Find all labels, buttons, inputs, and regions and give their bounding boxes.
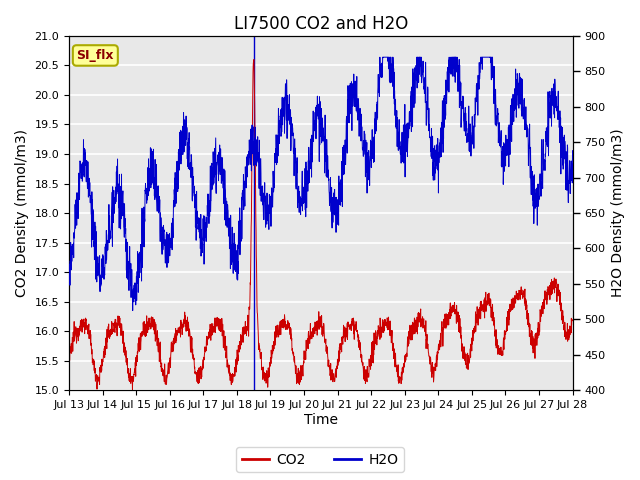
- Text: SI_flx: SI_flx: [77, 49, 114, 62]
- Y-axis label: CO2 Density (mmol/m3): CO2 Density (mmol/m3): [15, 129, 29, 297]
- Legend: CO2, H2O: CO2, H2O: [236, 447, 404, 472]
- X-axis label: Time: Time: [304, 413, 338, 427]
- Title: LI7500 CO2 and H2O: LI7500 CO2 and H2O: [234, 15, 408, 33]
- Y-axis label: H2O Density (mmol/m3): H2O Density (mmol/m3): [611, 129, 625, 297]
